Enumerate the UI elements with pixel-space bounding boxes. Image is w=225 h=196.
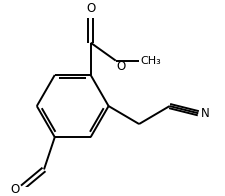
Text: N: N xyxy=(200,107,208,120)
Text: O: O xyxy=(11,183,20,196)
Text: CH₃: CH₃ xyxy=(139,56,160,66)
Text: O: O xyxy=(116,60,125,73)
Text: O: O xyxy=(86,2,95,15)
